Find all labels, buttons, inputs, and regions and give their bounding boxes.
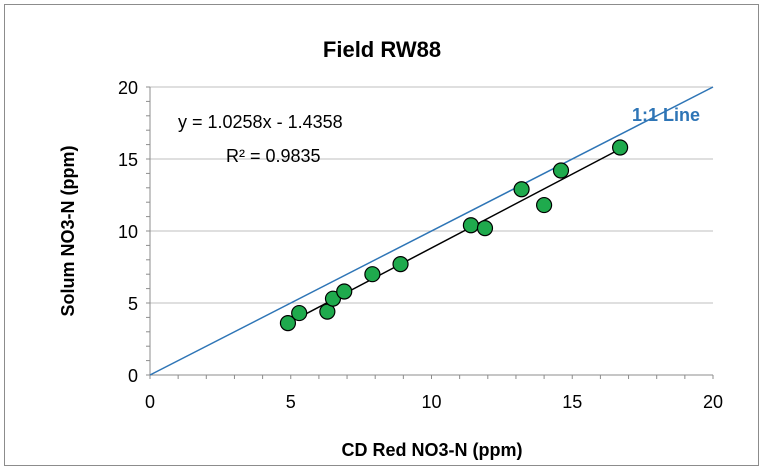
data-point xyxy=(324,290,342,307)
data-point xyxy=(462,217,480,234)
x-tick-label: 5 xyxy=(286,392,296,412)
data-point xyxy=(291,304,308,322)
y-tick-label: 5 xyxy=(128,294,138,314)
axes: 0 5 10 15 20 0 5 10 15 20 xyxy=(118,78,723,412)
x-tick-label: 15 xyxy=(562,392,582,412)
x-tick-label: 0 xyxy=(145,392,155,412)
series xyxy=(149,86,714,376)
data-point xyxy=(336,283,353,300)
r-squared-label: R² = 0.9835 xyxy=(226,146,321,166)
y-axis-label: Solum NO3-N (ppm) xyxy=(58,146,78,317)
one-to-one-line xyxy=(149,86,714,376)
data-point xyxy=(535,196,553,214)
x-tick-label: 10 xyxy=(421,392,441,412)
data-point xyxy=(476,220,494,237)
labels: Field RW88 CD Red NO3-N (ppm) Solum NO3-… xyxy=(58,37,700,460)
y-tick-label: 20 xyxy=(118,78,138,98)
data-point xyxy=(364,266,381,283)
data-point xyxy=(392,256,409,273)
x-axis-label: CD Red NO3-N (ppm) xyxy=(342,440,523,460)
data-point xyxy=(552,162,570,179)
data-point xyxy=(612,139,629,156)
y-tick-label: 0 xyxy=(128,366,138,386)
y-tick-label: 10 xyxy=(118,222,138,242)
chart-title: Field RW88 xyxy=(323,37,441,62)
chart-frame xyxy=(4,4,759,466)
data-point xyxy=(279,315,297,332)
y-tick-label: 15 xyxy=(118,150,138,170)
trendline-equation: y = 1.0258x - 1.4358 xyxy=(178,112,343,132)
x-tick-label: 20 xyxy=(703,392,723,412)
one-to-one-line-label: 1:1 Line xyxy=(632,105,700,125)
data-point xyxy=(513,181,530,198)
